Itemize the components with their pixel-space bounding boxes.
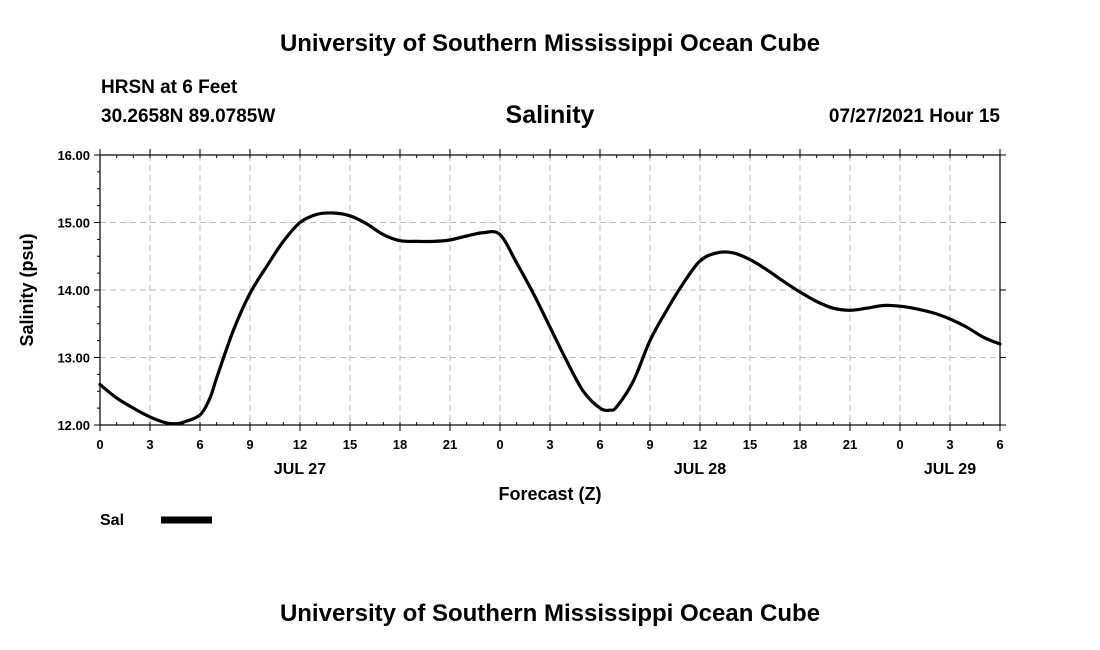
x-tick-label: 6 xyxy=(996,437,1003,452)
forecast-timestamp: 07/27/2021 Hour 15 xyxy=(828,106,1000,127)
x-tick-label: 15 xyxy=(743,437,757,452)
x-tick-label: 9 xyxy=(246,437,253,452)
x-tick-label: 0 xyxy=(96,437,103,452)
date-label: JUL 27 xyxy=(274,461,326,478)
x-axis-label: Forecast (Z) xyxy=(498,484,601,504)
y-tick-label: 13.00 xyxy=(57,351,90,366)
date-label: JUL 28 xyxy=(674,461,726,478)
y-tick-labels: 12.00 13.00 14.00 15.00 16.00 xyxy=(57,148,90,433)
x-tick-label: 12 xyxy=(293,437,307,452)
x-tick-label: 0 xyxy=(896,437,903,452)
x-tick-labels: 0 3 6 9 12 15 18 21 0 3 6 9 12 15 18 21 0 3 6 xyxy=(96,437,1003,452)
axis-ticks xyxy=(94,149,1006,431)
x-tick-label: 0 xyxy=(496,437,503,452)
footer-title: University of Southern Mississippi Ocean… xyxy=(279,600,821,627)
chart-title: Salinity xyxy=(505,101,595,129)
x-tick-label: 9 xyxy=(646,437,653,452)
date-labels: JUL 27 JUL 28 JUL 29 xyxy=(274,461,976,478)
station-name: HRSN at 6 Feet xyxy=(101,77,238,98)
x-tick-label: 6 xyxy=(596,437,603,452)
x-tick-label: 3 xyxy=(146,437,153,452)
y-tick-label: 16.00 xyxy=(57,148,90,163)
y-axis-label: Salinity (psu) xyxy=(17,233,37,346)
grid-lines xyxy=(100,155,1000,425)
x-tick-label: 21 xyxy=(443,437,457,452)
x-tick-label: 18 xyxy=(793,437,807,452)
x-tick-label: 12 xyxy=(693,437,707,452)
y-tick-label: 12.00 xyxy=(57,418,90,433)
station-coordinates: 30.2658N 89.0785W xyxy=(101,106,276,127)
x-tick-label: 6 xyxy=(196,437,203,452)
date-label: JUL 29 xyxy=(924,461,976,478)
x-tick-label: 21 xyxy=(843,437,857,452)
y-tick-label: 15.00 xyxy=(57,216,90,231)
y-tick-label: 14.00 xyxy=(57,283,90,298)
x-tick-label: 3 xyxy=(946,437,953,452)
series-line-sal xyxy=(98,211,1002,426)
x-tick-label: 3 xyxy=(546,437,553,452)
x-tick-label: 15 xyxy=(343,437,357,452)
x-tick-label: 18 xyxy=(393,437,407,452)
page-title: University of Southern Mississippi Ocean… xyxy=(279,30,821,57)
legend-label: Sal xyxy=(100,512,124,529)
legend: Sal xyxy=(100,512,212,529)
